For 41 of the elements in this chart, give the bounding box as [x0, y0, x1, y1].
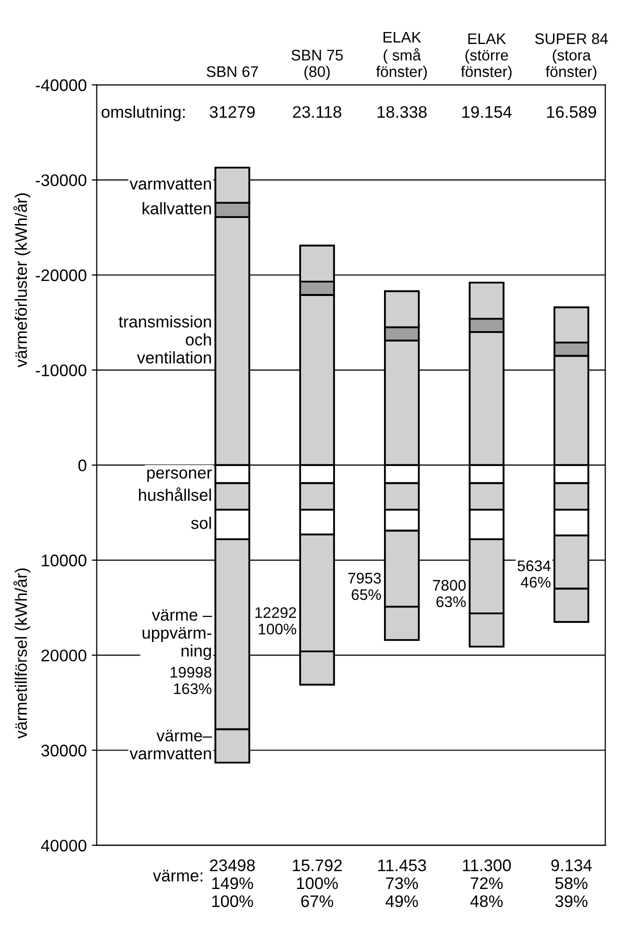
annotation: 19.154 — [462, 106, 512, 118]
y-tick-label: 20000 — [41, 650, 86, 662]
annotation: 16.589 — [547, 106, 596, 118]
text: 23498 149% 100% — [210, 859, 255, 908]
y-tick-label: -30000 — [36, 174, 86, 186]
x-tick-label: SBN 67 — [206, 66, 258, 78]
y-tick-label: -10000 — [36, 364, 86, 376]
annotation: 12292 100% — [255, 607, 296, 634]
text: omslutning: — [102, 106, 185, 122]
text: 15.792 100% 67% — [292, 859, 342, 908]
series-label: sol — [191, 516, 211, 529]
y-tick-label: 0 — [78, 460, 86, 472]
text: värmeförluster (kWh/år) — [13, 193, 30, 368]
x-tick-label: ELAK ( små fönster) — [376, 32, 427, 80]
series-label: varmvatten — [130, 178, 211, 190]
y-tick-label: -20000 — [36, 269, 86, 282]
y-tick-label: 30000 — [41, 744, 86, 756]
annotation: 7800 63% — [433, 580, 466, 608]
text: 11.300 72% 48% — [463, 859, 511, 908]
series-label: personer — [147, 469, 212, 482]
series-label: hushållsel — [139, 487, 211, 501]
series-label: kallvatten — [142, 202, 211, 214]
series-label: värme– varmvatten — [130, 730, 212, 760]
annotation: 5634 46% — [518, 560, 551, 588]
x-tick-label: SBN 75 (80) — [291, 50, 343, 80]
text: värmetillförsel (kWh/år) — [13, 568, 30, 739]
annotation: 18.338 — [378, 106, 427, 118]
text: värme: — [152, 870, 202, 882]
text: 11.453 73% 49% — [378, 859, 426, 908]
x-tick-label: SUPER 84 (stora fönster) — [535, 33, 608, 80]
x-tick-label: ELAK (större fönster) — [460, 33, 512, 80]
text: 9.134 58% 39% — [551, 859, 592, 908]
y-tick-label: -40000 — [36, 79, 86, 92]
annotation: 23.118 — [293, 106, 342, 118]
annotation: 7953 65% — [348, 572, 381, 600]
series-label: transmission och ventilation — [118, 315, 211, 364]
y-tick-label: 10000 — [42, 554, 86, 566]
series-label: värme – uppvärm- ning — [142, 609, 212, 660]
annotation: 19998 163% — [170, 666, 212, 694]
y-tick-label: 40000 — [41, 840, 86, 852]
annotation: 31279 — [210, 106, 255, 118]
